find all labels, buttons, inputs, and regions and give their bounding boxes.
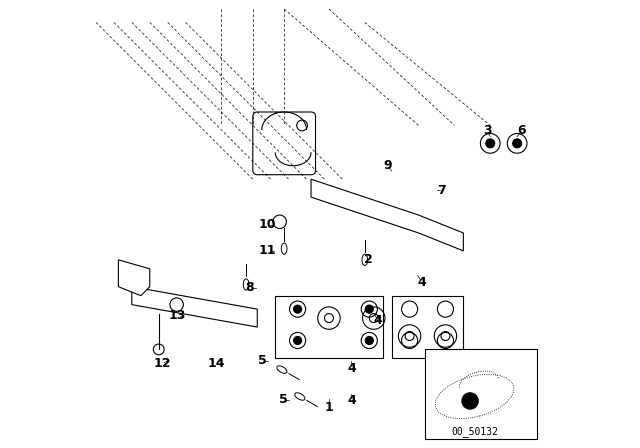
Circle shape	[294, 305, 301, 313]
Text: 9: 9	[384, 159, 392, 172]
Text: 13: 13	[169, 309, 186, 323]
Text: 8: 8	[245, 281, 253, 294]
Polygon shape	[275, 296, 383, 358]
Circle shape	[294, 336, 301, 345]
Text: 10: 10	[259, 218, 276, 232]
Circle shape	[365, 305, 373, 313]
Text: 2: 2	[364, 253, 372, 267]
Text: 3: 3	[483, 124, 492, 138]
Text: 4: 4	[374, 314, 383, 327]
Text: 1: 1	[324, 401, 333, 414]
Polygon shape	[392, 296, 463, 358]
Text: 5: 5	[259, 354, 267, 367]
Circle shape	[486, 139, 495, 148]
Circle shape	[462, 393, 478, 409]
Text: 6: 6	[517, 124, 526, 138]
Text: 7: 7	[438, 184, 446, 197]
Text: 00_50132: 00_50132	[451, 426, 498, 437]
Text: 4: 4	[347, 362, 356, 375]
Text: 11: 11	[259, 244, 276, 258]
FancyBboxPatch shape	[425, 349, 538, 439]
Text: 4: 4	[418, 276, 426, 289]
Text: 5: 5	[279, 393, 287, 406]
Circle shape	[365, 336, 373, 345]
Polygon shape	[132, 287, 257, 327]
Text: 4: 4	[347, 394, 356, 408]
Text: 12: 12	[154, 357, 171, 370]
FancyBboxPatch shape	[253, 112, 316, 175]
Polygon shape	[311, 179, 463, 251]
Text: 14: 14	[207, 357, 225, 370]
Polygon shape	[118, 260, 150, 296]
Circle shape	[513, 139, 522, 148]
